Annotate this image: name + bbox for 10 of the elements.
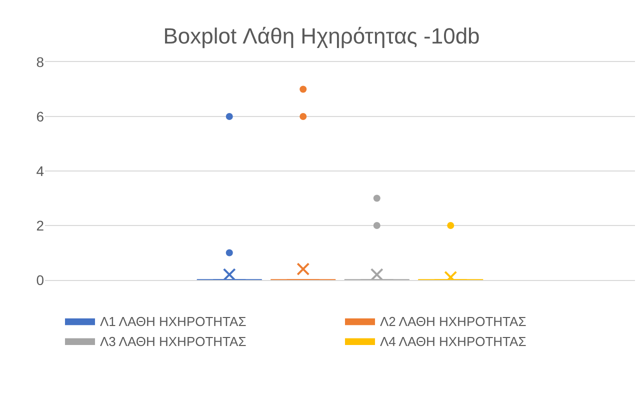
y-tick-label: 0: [36, 272, 44, 288]
y-tick-label: 6: [36, 108, 44, 124]
legend-label: Λ4 ΛΑΘΗ ΗΧΗΡΟΤΗΤΑΣ: [380, 334, 526, 350]
legend-label: Λ1 ΛΑΘΗ ΗΧΗΡΟΤΗΤΑΣ: [100, 314, 246, 330]
y-tick-label: 8: [36, 54, 44, 70]
chart-title: Boxplot Λάθη Ηχηρότητας -10db: [163, 23, 480, 48]
legend-label: Λ3 ΛΑΘΗ ΗΧΗΡΟΤΗΤΑΣ: [100, 334, 246, 350]
legend-label: Λ2 ΛΑΘΗ ΗΧΗΡΟΤΗΤΑΣ: [380, 314, 526, 330]
y-tick-label: 4: [36, 162, 44, 179]
y-tick-label: 2: [36, 217, 44, 234]
